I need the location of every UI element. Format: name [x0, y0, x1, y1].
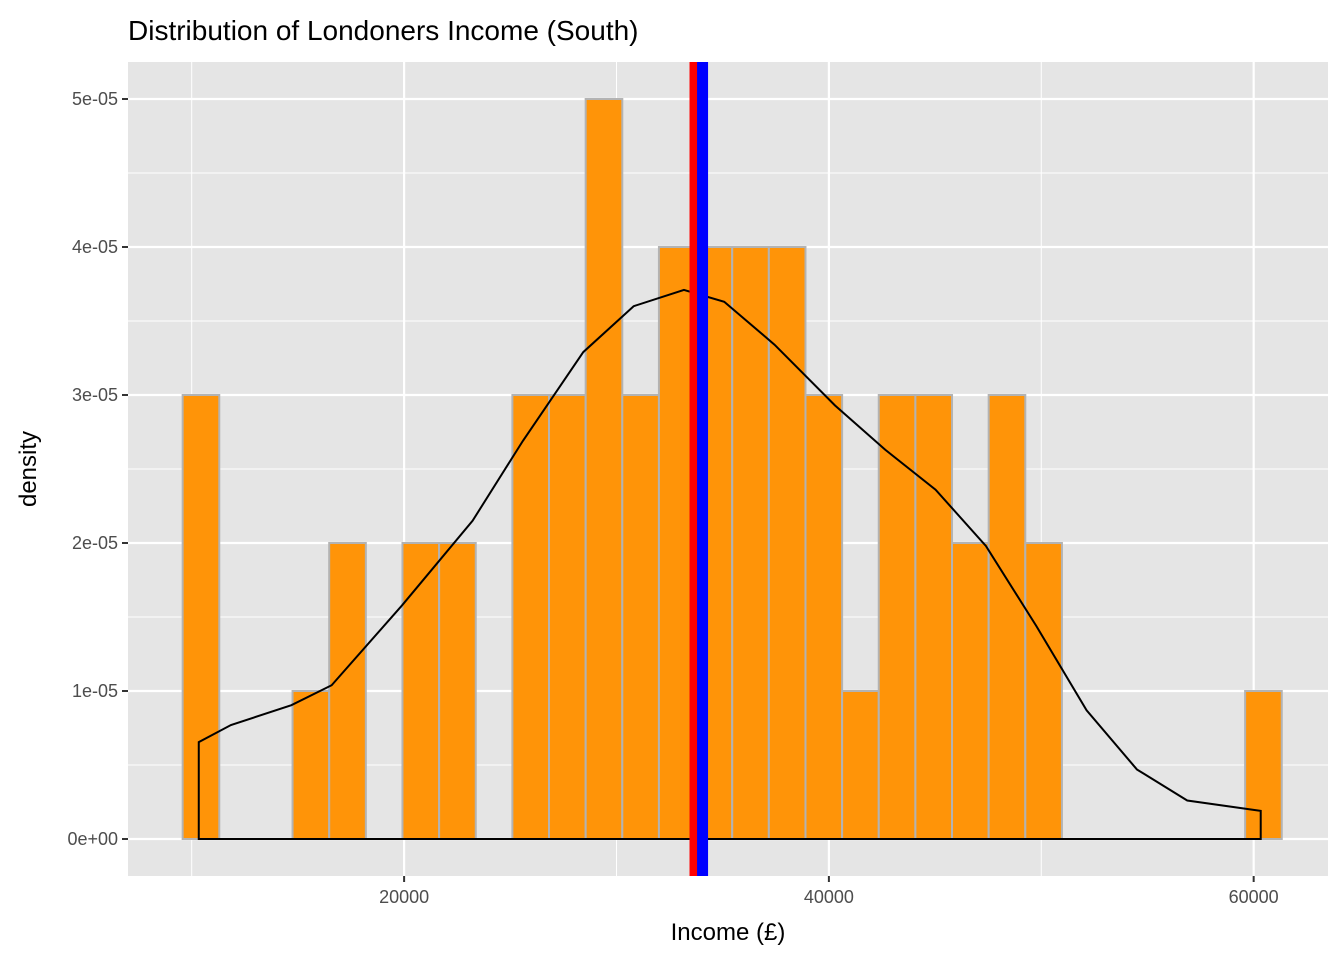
- histogram-bar: [1024, 542, 1063, 840]
- histogram-bars: [181, 98, 1283, 840]
- histogram-bar: [804, 394, 844, 840]
- x-tick-label: 20000: [379, 887, 429, 907]
- x-tick-label: 60000: [1229, 887, 1279, 907]
- histogram-bar: [548, 394, 587, 840]
- y-tick-label: 5e-05: [72, 89, 118, 109]
- histogram-bar: [767, 246, 807, 840]
- histogram-bar: [584, 98, 624, 840]
- y-tick-label: 4e-05: [72, 237, 118, 257]
- histogram-bar: [987, 394, 1027, 840]
- histogram-bar: [877, 394, 917, 840]
- y-tick-label: 0e+00: [67, 829, 118, 849]
- y-tick-label: 1e-05: [72, 681, 118, 701]
- histogram-bar: [328, 542, 367, 840]
- axes: 20000 40000 60000 0e+00 1e-05 2e-05 3e-05 4e-05…: [67, 89, 1278, 907]
- histogram-bar: [1244, 690, 1283, 840]
- x-tick-label: 40000: [804, 887, 854, 907]
- histogram-bar: [291, 690, 331, 840]
- density-curve: [197, 288, 1262, 840]
- x-axis-label: Income (£): [671, 919, 786, 946]
- histogram-bar: [951, 542, 990, 840]
- histogram-bar: [511, 394, 551, 840]
- histogram-bar: [621, 394, 660, 840]
- histogram-bar: [841, 690, 880, 840]
- y-tick-label: 3e-05: [72, 385, 118, 405]
- histogram-bar: [181, 394, 221, 840]
- y-tick-label: 2e-05: [72, 533, 118, 553]
- histogram-bar: [401, 542, 441, 840]
- histogram-bar: [914, 394, 954, 840]
- mean-median-lines: [689, 62, 709, 876]
- y-axis-label: density: [15, 431, 42, 507]
- chart-title: Distribution of Londoners Income (South): [128, 15, 639, 46]
- histogram-bar: [438, 542, 477, 840]
